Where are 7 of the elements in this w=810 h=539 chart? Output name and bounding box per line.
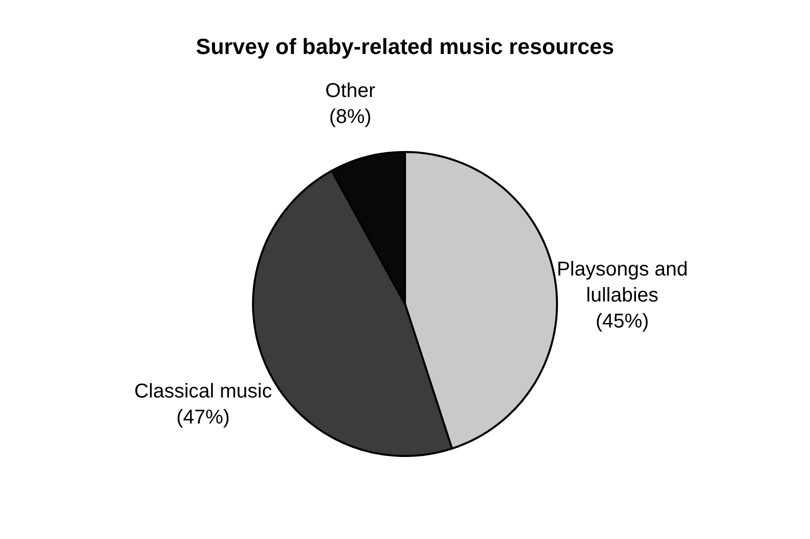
chart-title: Survey of baby-related music resources bbox=[196, 34, 614, 59]
data-label: (47%) bbox=[176, 406, 230, 428]
slice-label: Other bbox=[325, 80, 376, 102]
data-label: (8%) bbox=[329, 106, 372, 128]
slice-label: Playsongs and lullabies bbox=[556, 258, 688, 307]
data-label: (45%) bbox=[596, 310, 649, 333]
slice-label: Classical music bbox=[134, 380, 272, 402]
